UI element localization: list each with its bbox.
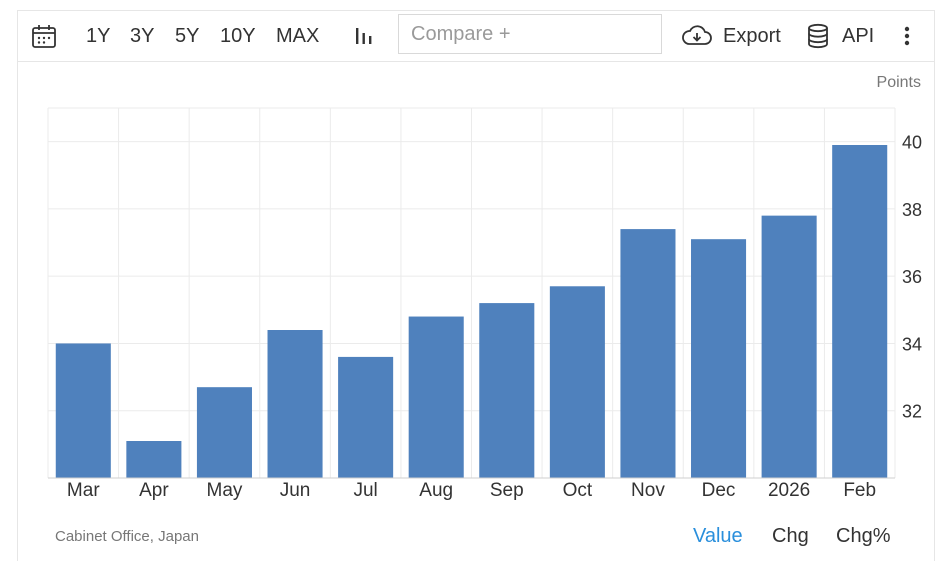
bar[interactable] <box>267 330 323 478</box>
range-3y-button[interactable]: 3Y <box>130 24 155 47</box>
bar[interactable] <box>832 145 888 478</box>
x-tick-label: Sep <box>490 480 524 501</box>
y-tick-label: 40 <box>902 133 922 153</box>
bar[interactable] <box>620 229 676 478</box>
api-label: API <box>842 24 875 47</box>
bar[interactable] <box>126 441 182 478</box>
chart-panel <box>17 10 935 561</box>
x-tick-label: Dec <box>702 480 736 501</box>
chart-type-icon[interactable] <box>353 10 375 62</box>
x-tick-label: Apr <box>139 480 169 501</box>
range-max-button[interactable]: MAX <box>276 24 320 47</box>
x-tick-label: Mar <box>67 480 100 501</box>
tab-chg-percent[interactable]: Chg% <box>836 525 891 547</box>
y-tick-label: 34 <box>902 334 922 354</box>
y-tick-label: 32 <box>902 402 922 422</box>
bar[interactable] <box>196 387 252 478</box>
export-label: Export <box>723 24 781 47</box>
bar[interactable] <box>691 239 747 478</box>
cloud-download-icon <box>682 25 712 45</box>
x-tick-label: Aug <box>419 480 453 501</box>
more-options-icon[interactable] <box>903 10 911 62</box>
bar[interactable] <box>479 303 535 478</box>
y-tick-label: 38 <box>902 200 922 220</box>
tab-value[interactable]: Value <box>693 525 743 547</box>
bar[interactable] <box>55 343 111 478</box>
bar[interactable] <box>408 316 464 478</box>
export-button[interactable]: Export <box>681 10 781 62</box>
range-10y-button[interactable]: 10Y <box>220 24 256 47</box>
database-icon <box>808 23 828 49</box>
chart-toolbar: 1Y 3Y 5Y 10Y MAX Export API <box>17 10 935 62</box>
x-tick-label: 2026 <box>768 480 810 501</box>
range-5y-button[interactable]: 5Y <box>175 24 200 47</box>
x-tick-label: Oct <box>563 480 593 501</box>
units-label: Points <box>876 74 921 91</box>
bar[interactable] <box>338 356 394 478</box>
compare-input[interactable] <box>398 14 662 54</box>
tab-chg[interactable]: Chg <box>772 525 809 547</box>
bar[interactable] <box>549 286 605 478</box>
y-tick-label: 36 <box>902 267 922 287</box>
x-tick-label: Jun <box>280 480 311 501</box>
calendar-icon[interactable] <box>31 10 57 62</box>
x-tick-label: Feb <box>843 480 876 501</box>
x-tick-label: Nov <box>631 480 665 501</box>
x-tick-label: May <box>207 480 243 501</box>
source-label: Cabinet Office, Japan <box>55 528 199 545</box>
api-button[interactable]: API <box>806 10 874 62</box>
range-1y-button[interactable]: 1Y <box>86 24 111 47</box>
bar[interactable] <box>761 215 817 479</box>
x-tick-label: Jul <box>353 480 377 501</box>
